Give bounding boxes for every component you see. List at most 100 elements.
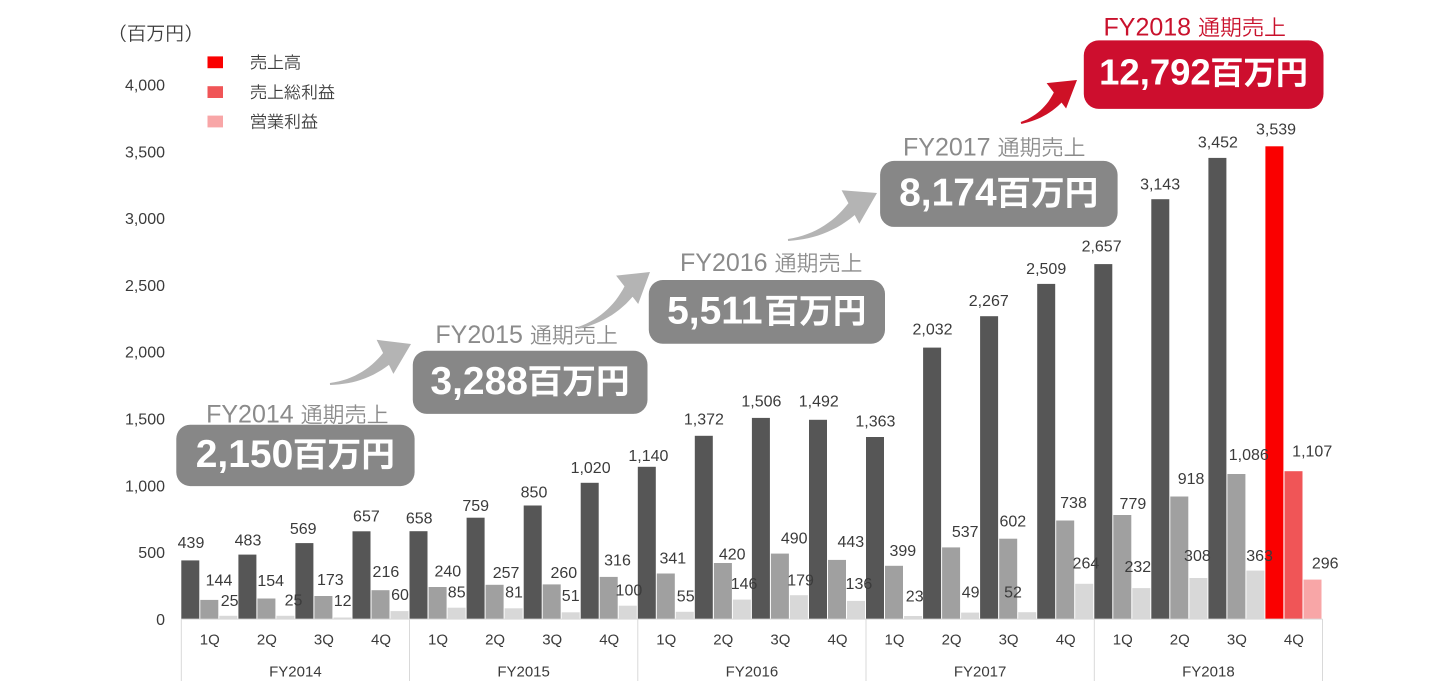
svg-text:1,107: 1,107 bbox=[1292, 444, 1332, 461]
svg-text:23: 23 bbox=[906, 589, 924, 606]
svg-text:1Q: 1Q bbox=[1113, 632, 1133, 649]
svg-text:3,500: 3,500 bbox=[125, 144, 165, 161]
svg-text:738: 738 bbox=[1060, 495, 1087, 512]
svg-text:602: 602 bbox=[999, 514, 1026, 531]
svg-text:2,032: 2,032 bbox=[912, 322, 952, 339]
svg-text:3Q: 3Q bbox=[314, 632, 334, 649]
svg-text:1,363: 1,363 bbox=[855, 414, 895, 431]
svg-text:1,020: 1,020 bbox=[571, 460, 611, 477]
svg-text:4,000: 4,000 bbox=[125, 78, 165, 95]
svg-text:3,452: 3,452 bbox=[1198, 134, 1238, 151]
svg-text:8,174: 8,174 bbox=[899, 171, 997, 214]
svg-text:146: 146 bbox=[731, 576, 758, 593]
svg-text:483: 483 bbox=[235, 532, 262, 549]
svg-text:1,506: 1,506 bbox=[741, 393, 781, 410]
svg-text:569: 569 bbox=[290, 521, 317, 538]
svg-text:FY2018: FY2018 bbox=[1182, 664, 1235, 681]
svg-text:399: 399 bbox=[889, 543, 916, 560]
svg-text:FY2014: FY2014 bbox=[269, 664, 322, 681]
svg-text:1,086: 1,086 bbox=[1229, 447, 1269, 464]
svg-text:25: 25 bbox=[285, 593, 303, 610]
svg-text:918: 918 bbox=[1178, 471, 1205, 488]
svg-text:144: 144 bbox=[206, 573, 233, 590]
svg-text:100: 100 bbox=[616, 583, 643, 600]
svg-text:3Q: 3Q bbox=[770, 632, 790, 649]
svg-text:308: 308 bbox=[1184, 548, 1211, 565]
svg-text:363: 363 bbox=[1246, 548, 1273, 565]
svg-text:1,000: 1,000 bbox=[125, 478, 165, 495]
svg-text:2,267: 2,267 bbox=[969, 293, 1009, 310]
svg-text:4Q: 4Q bbox=[371, 632, 391, 649]
svg-text:12: 12 bbox=[334, 593, 352, 610]
svg-text:60: 60 bbox=[391, 587, 409, 604]
svg-text:1Q: 1Q bbox=[200, 632, 220, 649]
svg-text:3,000: 3,000 bbox=[125, 211, 165, 228]
svg-text:4Q: 4Q bbox=[1284, 632, 1304, 649]
svg-text:FY2018: FY2018 bbox=[1104, 14, 1192, 42]
svg-text:4Q: 4Q bbox=[827, 632, 847, 649]
svg-text:264: 264 bbox=[1073, 556, 1100, 573]
svg-text:81: 81 bbox=[505, 585, 523, 602]
svg-text:537: 537 bbox=[952, 524, 979, 541]
svg-text:0: 0 bbox=[156, 612, 165, 629]
svg-text:779: 779 bbox=[1120, 496, 1147, 513]
svg-text:FY2015: FY2015 bbox=[497, 664, 550, 681]
svg-text:500: 500 bbox=[138, 545, 165, 562]
svg-text:257: 257 bbox=[493, 565, 520, 582]
svg-text:657: 657 bbox=[353, 508, 380, 525]
svg-text:4Q: 4Q bbox=[1056, 632, 1076, 649]
svg-text:FY2015: FY2015 bbox=[435, 321, 523, 349]
svg-text:316: 316 bbox=[604, 553, 631, 570]
svg-text:1Q: 1Q bbox=[656, 632, 676, 649]
svg-text:2,500: 2,500 bbox=[125, 278, 165, 295]
svg-text:179: 179 bbox=[787, 572, 814, 589]
svg-text:FY2017: FY2017 bbox=[954, 664, 1007, 681]
svg-text:2Q: 2Q bbox=[942, 632, 962, 649]
svg-text:232: 232 bbox=[1124, 559, 1151, 576]
svg-text:1,140: 1,140 bbox=[628, 448, 668, 465]
svg-text:2Q: 2Q bbox=[485, 632, 505, 649]
svg-text:FY2016: FY2016 bbox=[680, 249, 768, 277]
svg-text:3,143: 3,143 bbox=[1140, 177, 1180, 194]
svg-text:443: 443 bbox=[837, 534, 864, 551]
svg-text:4Q: 4Q bbox=[599, 632, 619, 649]
svg-text:3Q: 3Q bbox=[1227, 632, 1247, 649]
svg-text:2Q: 2Q bbox=[1170, 632, 1190, 649]
svg-text:3Q: 3Q bbox=[999, 632, 1019, 649]
svg-text:260: 260 bbox=[550, 565, 577, 582]
svg-text:12,792: 12,792 bbox=[1099, 52, 1211, 93]
svg-text:154: 154 bbox=[257, 573, 284, 590]
svg-text:1,372: 1,372 bbox=[684, 412, 724, 429]
svg-text:173: 173 bbox=[317, 572, 344, 589]
svg-text:51: 51 bbox=[562, 588, 580, 605]
svg-text:658: 658 bbox=[406, 510, 433, 527]
svg-text:759: 759 bbox=[462, 498, 489, 515]
svg-text:52: 52 bbox=[1004, 585, 1022, 602]
svg-text:2,657: 2,657 bbox=[1082, 239, 1122, 256]
svg-text:FY2017: FY2017 bbox=[903, 134, 991, 162]
svg-text:FY2014: FY2014 bbox=[206, 401, 294, 429]
svg-text:341: 341 bbox=[659, 550, 686, 567]
svg-text:240: 240 bbox=[434, 564, 461, 581]
svg-text:1,492: 1,492 bbox=[799, 393, 839, 410]
svg-text:5,511: 5,511 bbox=[667, 289, 762, 332]
svg-text:2,000: 2,000 bbox=[125, 345, 165, 362]
svg-text:1,500: 1,500 bbox=[125, 412, 165, 429]
svg-text:136: 136 bbox=[846, 576, 873, 593]
svg-text:1Q: 1Q bbox=[428, 632, 448, 649]
svg-text:216: 216 bbox=[373, 564, 400, 581]
svg-text:25: 25 bbox=[221, 593, 239, 610]
svg-text:490: 490 bbox=[781, 531, 808, 548]
svg-text:FY2016: FY2016 bbox=[726, 664, 779, 681]
svg-text:2,150: 2,150 bbox=[196, 433, 294, 476]
svg-text:439: 439 bbox=[178, 535, 205, 552]
svg-text:2Q: 2Q bbox=[713, 632, 733, 649]
svg-text:296: 296 bbox=[1312, 556, 1339, 573]
svg-text:2Q: 2Q bbox=[257, 632, 277, 649]
svg-text:3,539: 3,539 bbox=[1256, 122, 1296, 139]
svg-text:2,509: 2,509 bbox=[1026, 261, 1066, 278]
svg-text:49: 49 bbox=[962, 584, 980, 601]
svg-text:850: 850 bbox=[521, 484, 548, 501]
svg-text:1Q: 1Q bbox=[884, 632, 904, 649]
svg-text:85: 85 bbox=[448, 585, 466, 602]
